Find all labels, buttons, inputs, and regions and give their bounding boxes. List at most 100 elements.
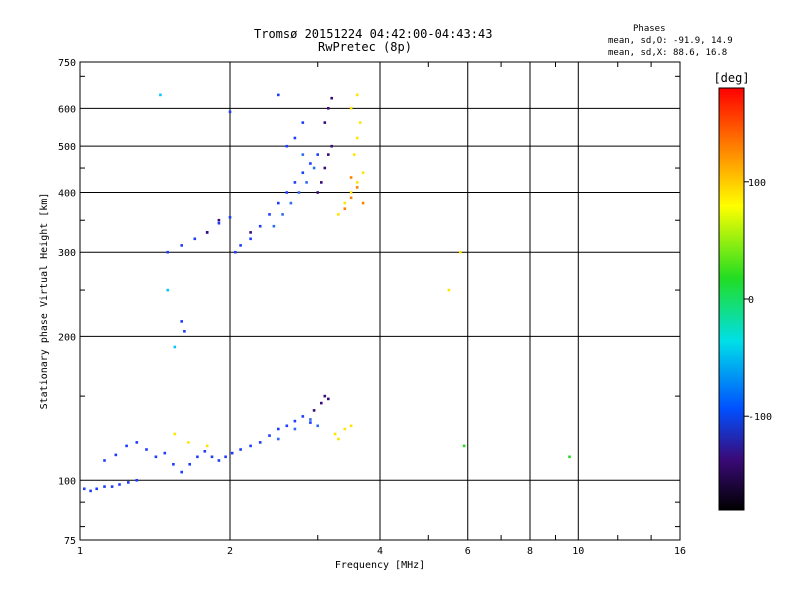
data-point bbox=[135, 441, 139, 444]
y-axis-label: Stationary phase Virtual Height [km] bbox=[39, 193, 50, 410]
x-tick-label: 10 bbox=[572, 546, 584, 557]
data-point bbox=[183, 330, 186, 333]
data-point bbox=[323, 166, 327, 170]
colorbar bbox=[718, 87, 745, 511]
data-point bbox=[249, 231, 252, 234]
data-point bbox=[320, 181, 323, 184]
data-point bbox=[289, 201, 293, 205]
data-point bbox=[358, 121, 362, 124]
data-point bbox=[258, 224, 262, 228]
data-point bbox=[159, 93, 162, 97]
data-point bbox=[205, 231, 209, 234]
data-point bbox=[330, 96, 333, 100]
data-point bbox=[230, 451, 234, 455]
data-point bbox=[205, 444, 209, 448]
data-point bbox=[337, 213, 340, 216]
data-point bbox=[163, 451, 167, 455]
data-point bbox=[330, 144, 333, 148]
data-point bbox=[277, 437, 280, 441]
data-point bbox=[187, 441, 190, 444]
data-series bbox=[272, 153, 319, 441]
data-point bbox=[180, 244, 183, 247]
data-point bbox=[447, 288, 451, 292]
data-point bbox=[268, 213, 271, 216]
x-axis-label: Frequency [MHz] bbox=[335, 560, 425, 571]
chart-title: Tromsø 20151224 04:42:00-04:43:43 bbox=[254, 27, 493, 41]
data-point bbox=[355, 93, 359, 97]
data-point bbox=[188, 463, 191, 466]
data-point bbox=[180, 320, 183, 323]
x-tick-label: 2 bbox=[227, 546, 233, 557]
x-tick-label: 6 bbox=[465, 546, 471, 557]
data-point bbox=[173, 345, 177, 349]
y-tick-label: 200 bbox=[58, 332, 76, 343]
data-point bbox=[172, 463, 175, 466]
data-point bbox=[327, 107, 330, 110]
data-point bbox=[180, 470, 183, 474]
data-point bbox=[343, 207, 347, 210]
data-point bbox=[95, 487, 98, 491]
data-point bbox=[217, 218, 221, 222]
data-point bbox=[323, 121, 327, 124]
data-point bbox=[210, 455, 214, 459]
data-point bbox=[228, 110, 232, 114]
data-point bbox=[343, 201, 347, 205]
data-point bbox=[312, 166, 316, 170]
data-point bbox=[301, 171, 305, 174]
data-point bbox=[352, 153, 356, 156]
data-point bbox=[203, 450, 207, 453]
data-point bbox=[268, 434, 271, 437]
data-point bbox=[239, 244, 242, 247]
data-point bbox=[118, 483, 121, 486]
data-point bbox=[145, 448, 148, 451]
data-point bbox=[281, 213, 284, 216]
data-point bbox=[103, 485, 106, 488]
data-point bbox=[301, 415, 305, 418]
x-tick-label: 4 bbox=[377, 546, 383, 557]
data-point bbox=[293, 427, 297, 431]
data-point bbox=[154, 455, 158, 459]
data-point bbox=[173, 432, 177, 436]
data-point bbox=[297, 191, 301, 194]
data-point bbox=[293, 136, 297, 140]
colorbar-label: [deg] bbox=[713, 71, 749, 85]
data-point bbox=[125, 444, 128, 448]
colorbar-tick-label: 100 bbox=[748, 178, 766, 189]
data-point bbox=[277, 201, 280, 205]
data-point bbox=[462, 444, 466, 448]
data-point bbox=[337, 437, 340, 441]
data-series bbox=[343, 176, 365, 210]
y-tick-label: 400 bbox=[58, 188, 76, 199]
data-point bbox=[103, 459, 106, 462]
data-point bbox=[309, 162, 312, 165]
data-point bbox=[285, 144, 289, 148]
data-point bbox=[258, 441, 262, 444]
y-tick-label: 750 bbox=[58, 58, 76, 69]
y-tick-label: 500 bbox=[58, 142, 76, 153]
data-point bbox=[301, 121, 305, 124]
data-point bbox=[127, 481, 130, 484]
data-point bbox=[568, 455, 571, 459]
data-point bbox=[355, 136, 359, 140]
data-point bbox=[355, 186, 359, 189]
data-point bbox=[349, 176, 353, 179]
data-point bbox=[349, 196, 353, 200]
data-point bbox=[293, 181, 297, 184]
y-tick-label: 100 bbox=[58, 476, 76, 487]
data-point bbox=[166, 288, 169, 292]
data-point bbox=[343, 427, 347, 431]
data-point bbox=[166, 250, 169, 254]
data-point bbox=[114, 453, 118, 457]
data-point bbox=[309, 421, 312, 424]
data-point bbox=[320, 401, 323, 405]
stats-line-x: mean, sd,X: 88.6, 16.8 bbox=[608, 48, 728, 58]
data-point bbox=[277, 93, 280, 97]
data-point bbox=[327, 397, 330, 401]
x-tick-label: 8 bbox=[527, 546, 533, 557]
data-series bbox=[462, 444, 571, 459]
data-point bbox=[312, 409, 316, 412]
colorbar-tick-label: -100 bbox=[748, 412, 772, 423]
data-point bbox=[249, 444, 252, 448]
data-point bbox=[361, 171, 365, 174]
data-series bbox=[83, 93, 319, 493]
